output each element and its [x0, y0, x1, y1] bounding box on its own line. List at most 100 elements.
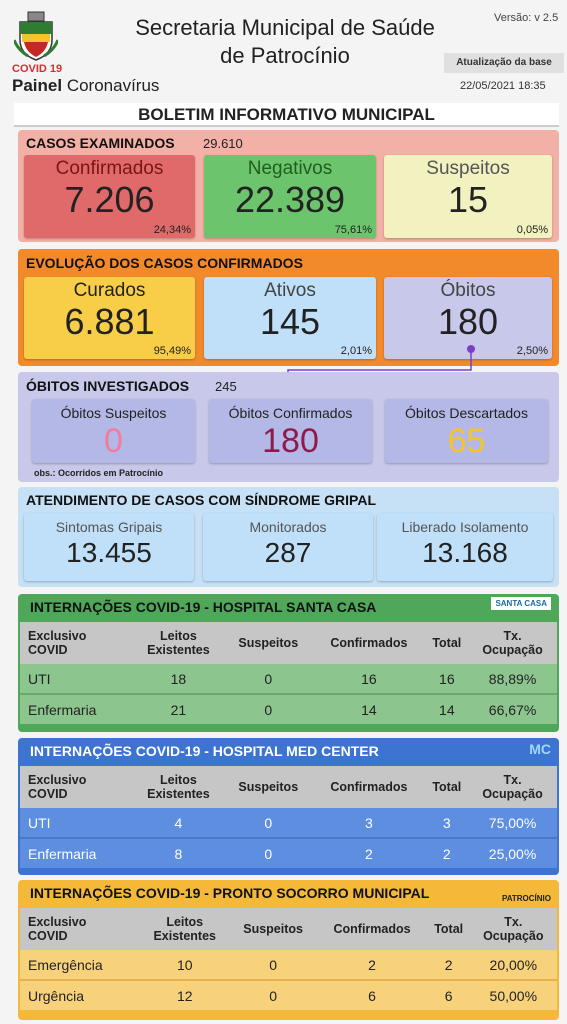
card-label: Ativos	[264, 280, 316, 301]
obitos-note: obs.: Ocorridos em Patrocínio	[34, 468, 164, 478]
cell: 16	[361, 670, 377, 687]
col-header: Exclusivo COVID	[28, 773, 87, 801]
section-title: EVOLUÇÃO DOS CASOS CONFIRMADOS	[26, 255, 303, 271]
cell: UTI	[28, 814, 51, 831]
cell: 6	[444, 987, 453, 1004]
card-label: Óbitos	[440, 280, 496, 301]
col-header: Suspeitos	[238, 636, 299, 650]
cell: 2	[368, 956, 376, 973]
bulletin-title: BOLETIM INFORMATIVO MUNICIPAL	[14, 103, 559, 127]
cell: 75,00%	[488, 814, 537, 831]
card-label: Sintomas Gripais	[55, 519, 163, 535]
casos-examinados-section: CASOS EXAMINADOS 29.610 Confirmados 7.20…	[18, 130, 559, 242]
card-value: 22.389	[234, 179, 346, 220]
table-header-row: Exclusivo COVID Leitos Existentes Suspeito…	[20, 766, 557, 808]
card-obitos-suspeitos: Óbitos Suspeitos 0	[32, 399, 195, 463]
card-pct: 2,50%	[516, 345, 548, 357]
col-header: Confirmados	[330, 636, 408, 650]
painel-title: Painel Coronavírus	[12, 76, 160, 95]
cell: 0	[264, 845, 273, 862]
table-row: Enfermaria 21 0 14 14 66,67%	[20, 694, 557, 724]
section-title: CASOS EXAMINADOS	[26, 135, 175, 151]
table-row: UTI 4 0 3 3 75,00%	[20, 808, 557, 838]
cell: 88,89%	[488, 670, 537, 687]
evolucao-section: EVOLUÇÃO DOS CASOS CONFIRMADOS Curados 6…	[18, 249, 559, 366]
section-title: INTERNAÇÕES COVID-19 - HOSPITAL SANTA CA…	[18, 594, 559, 622]
med-center-logo: MC	[529, 741, 551, 757]
casos-total: 29.610	[203, 136, 243, 151]
table-row: UTI 18 0 16 16 88,89%	[20, 664, 557, 694]
card-negativos: Negativos 22.389 75,61%	[204, 155, 376, 238]
col-header: Total	[434, 922, 464, 936]
col-header: Exclusivo COVID	[28, 915, 87, 943]
card-suspeitos: Suspeitos 15 0,05%	[384, 155, 552, 238]
card-label: Confirmados	[55, 158, 164, 179]
patrocinio-logo: PATROCÍNIO	[501, 894, 551, 903]
card-value: 65	[447, 422, 486, 460]
card-value: 13.455	[66, 537, 152, 568]
card-label: Liberado Isolamento	[401, 519, 529, 535]
card-value: 180	[437, 301, 499, 342]
cell: 6	[368, 987, 376, 1004]
cell: 2	[364, 845, 373, 862]
section-title: ATENDIMENTO DE CASOS COM SÍNDROME GRIPAL	[26, 492, 377, 508]
page-title: Secretaria Municipal de Saúde de Patrocín…	[135, 15, 435, 68]
cell: Enfermaria	[28, 701, 97, 718]
cell: 16	[439, 670, 455, 687]
cell: 21	[170, 701, 187, 718]
card-value: 145	[259, 301, 321, 342]
col-header: Leitos Existentes	[147, 629, 210, 657]
card-pct: 24,34%	[153, 224, 191, 236]
santa-casa-logo: SANTA CASA	[491, 597, 551, 610]
card-curados: Curados 6.881 95,49%	[24, 277, 195, 359]
santa-casa-table: Exclusivo COVID Leitos Existentes Suspeito…	[20, 622, 557, 724]
covid-label: COVID 19	[12, 63, 63, 75]
cell: 3	[364, 814, 373, 831]
card-confirmados: Confirmados 7.206 24,34%	[24, 155, 195, 238]
card-pct: 75,61%	[334, 224, 372, 236]
cell: 0	[269, 987, 278, 1004]
sindrome-gripal-section: ATENDIMENTO DE CASOS COM SÍNDROME GRIPAL…	[18, 487, 559, 587]
col-header: Total	[432, 636, 462, 650]
section-title: INTERNAÇÕES COVID-19 - PRONTO SOCORRO MU…	[30, 885, 551, 903]
cell: 14	[361, 701, 377, 718]
cell: 4	[174, 814, 183, 831]
cell: 0	[269, 956, 278, 973]
card-pct: 2,01%	[340, 345, 372, 357]
col-header: Suspeitos	[238, 780, 299, 794]
col-header: Tx. Ocupação	[482, 773, 543, 801]
cell: 14	[439, 701, 455, 718]
col-header: Suspeitos	[243, 922, 303, 936]
col-header: Tx. Ocupação	[482, 629, 543, 657]
city-coat-of-arms-logo	[14, 11, 58, 61]
cell: 8	[174, 845, 183, 862]
med-center-section: INTERNAÇÕES COVID-19 - HOSPITAL MED CENT…	[18, 738, 559, 875]
cell: 12	[176, 987, 193, 1004]
pronto-socorro-section: INTERNAÇÕES COVID-19 - PRONTO SOCORRO MU…	[18, 880, 559, 1020]
section-title: ÓBITOS INVESTIGADOS	[26, 378, 190, 394]
col-header: Exclusivo COVID	[28, 629, 87, 657]
update-label: Atualização da base	[444, 53, 564, 73]
cell: 2	[442, 845, 451, 862]
card-label: Curados	[73, 280, 146, 301]
cell: 0	[264, 670, 273, 687]
col-header: Confirmados	[330, 780, 408, 794]
pronto-socorro-table: Exclusivo COVID Leitos Existentes Suspeito…	[20, 908, 557, 1010]
cell: 50,00%	[489, 987, 538, 1004]
med-center-table: Exclusivo COVID Leitos Existentes Suspeito…	[20, 766, 557, 868]
card-label: Negativos	[247, 158, 333, 179]
col-header: Leitos Existentes	[153, 915, 216, 943]
cell: 18	[170, 670, 187, 687]
cell: 20,00%	[489, 956, 538, 973]
card-obitos-confirmados: Óbitos Confirmados 180	[209, 399, 372, 463]
card-label: Óbitos Suspeitos	[60, 405, 167, 421]
cell: 10	[176, 956, 193, 973]
card-obitos: Óbitos 180 2,50%	[384, 277, 552, 359]
cell: 2	[444, 956, 453, 973]
card-obitos-descartados: Óbitos Descartados 65	[385, 399, 548, 463]
card-pct: 95,49%	[153, 345, 191, 357]
card-label: Óbitos Descartados	[405, 405, 528, 421]
card-sintomas-gripais: Sintomas Gripais 13.455	[24, 513, 194, 581]
card-value: 7.206	[64, 179, 155, 220]
card-value: 180	[262, 422, 319, 460]
